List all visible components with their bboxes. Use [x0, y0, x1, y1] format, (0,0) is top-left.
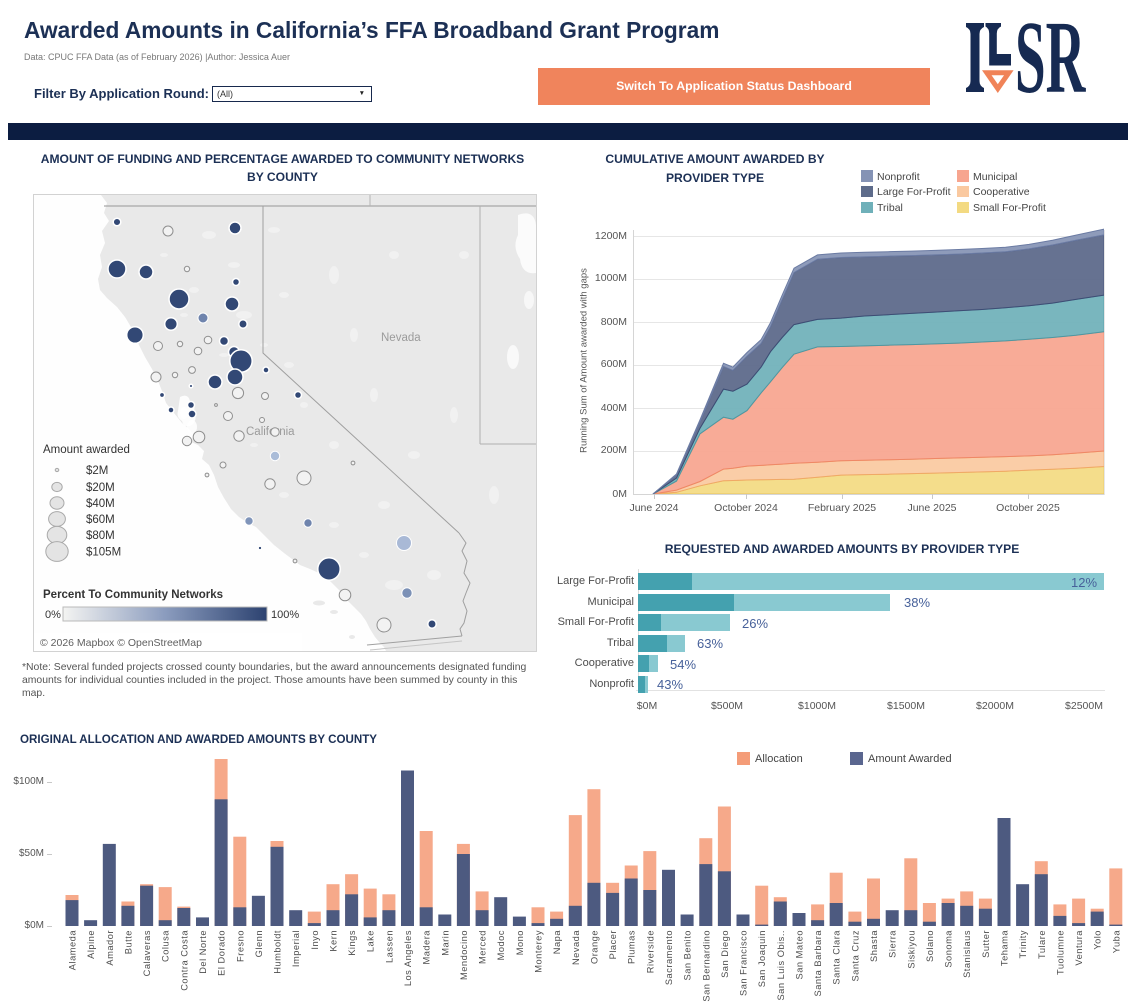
- svg-text:Sutter: Sutter: [981, 930, 991, 958]
- svg-text:Colusa: Colusa: [161, 930, 171, 962]
- svg-text:Ventura: Ventura: [1074, 930, 1084, 966]
- svg-text:El Dorado: El Dorado: [217, 930, 227, 976]
- svg-text:Fresno: Fresno: [235, 930, 245, 962]
- svg-text:Plumas: Plumas: [627, 930, 637, 964]
- svg-text:Amount awarded: Amount awarded: [43, 444, 130, 456]
- svg-text:Orange: Orange: [589, 930, 599, 964]
- svg-text:Los Angeles: Los Angeles: [403, 930, 413, 986]
- svg-text:Nevada: Nevada: [381, 332, 421, 344]
- svg-text:Modoc: Modoc: [496, 930, 506, 960]
- svg-text:Kern: Kern: [329, 930, 339, 952]
- svg-text:Calaveras: Calaveras: [142, 930, 152, 976]
- svg-text:0%: 0%: [45, 609, 61, 621]
- svg-text:Trinity: Trinity: [1018, 930, 1028, 958]
- svg-text:Percent To Community Networks: Percent To Community Networks: [43, 589, 223, 601]
- svg-text:$40M: $40M: [86, 498, 115, 510]
- svg-text:Nevada: Nevada: [571, 930, 581, 965]
- svg-text:Mendocino: Mendocino: [459, 930, 469, 980]
- svg-text:$80M: $80M: [86, 530, 115, 542]
- svg-text:Lassen: Lassen: [384, 930, 394, 963]
- svg-text:Butte: Butte: [123, 930, 133, 954]
- svg-text:$60M: $60M: [86, 514, 115, 526]
- svg-text:Shasta: Shasta: [869, 930, 879, 962]
- svg-text:Del Norte: Del Norte: [198, 930, 208, 974]
- svg-text:Monterey: Monterey: [534, 930, 544, 973]
- svg-text:Placer: Placer: [608, 930, 618, 959]
- svg-text:Contra Costa: Contra Costa: [179, 930, 189, 991]
- svg-text:Santa Barbara: Santa Barbara: [813, 930, 823, 997]
- svg-text:Inyo: Inyo: [310, 930, 320, 950]
- svg-text:Imperial: Imperial: [291, 930, 301, 967]
- svg-text:© 2026 Mapbox © OpenStreetMap: © 2026 Mapbox © OpenStreetMap: [40, 637, 202, 649]
- svg-text:Yolo: Yolo: [1093, 930, 1103, 950]
- svg-text:100%: 100%: [271, 609, 299, 621]
- svg-text:Santa Clara: Santa Clara: [832, 930, 842, 985]
- svg-text:SR: SR: [1015, 1, 1086, 100]
- svg-text:San Joaquin: San Joaquin: [757, 930, 767, 987]
- svg-text:Yuba: Yuba: [1111, 930, 1121, 954]
- svg-text:Merced: Merced: [478, 930, 488, 964]
- svg-text:Riverside: Riverside: [645, 930, 655, 973]
- svg-text:San Francisco: San Francisco: [739, 930, 749, 996]
- svg-text:Amador: Amador: [105, 930, 115, 966]
- svg-text:Alpine: Alpine: [86, 930, 96, 959]
- svg-text:Marin: Marin: [440, 930, 450, 956]
- svg-text:San Luis Obis..: San Luis Obis..: [776, 930, 786, 1001]
- svg-text:San Mateo: San Mateo: [795, 930, 805, 979]
- svg-text:San Benito: San Benito: [683, 930, 693, 981]
- svg-text:Stanislaus: Stanislaus: [962, 930, 972, 978]
- svg-text:San Bernardino: San Bernardino: [701, 930, 711, 1002]
- svg-text:San Diego: San Diego: [720, 930, 730, 978]
- svg-text:$2M: $2M: [86, 465, 108, 477]
- svg-text:$105M: $105M: [86, 547, 121, 559]
- svg-text:Madera: Madera: [422, 930, 432, 965]
- svg-text:Alameda: Alameda: [68, 930, 78, 971]
- svg-text:Mono: Mono: [515, 930, 525, 955]
- svg-text:Sacramento: Sacramento: [664, 930, 674, 985]
- svg-text:Siskiyou: Siskiyou: [906, 930, 916, 969]
- svg-text:Humboldt: Humboldt: [273, 930, 283, 974]
- svg-text:Santa Cruz: Santa Cruz: [850, 930, 860, 982]
- svg-text:Tuolumne: Tuolumne: [1055, 930, 1065, 975]
- svg-text:Sonoma: Sonoma: [944, 930, 954, 968]
- svg-text:$20M: $20M: [86, 482, 115, 494]
- svg-text:Tehama: Tehama: [1000, 930, 1010, 966]
- svg-text:Solano: Solano: [925, 930, 935, 962]
- svg-text:Glenn: Glenn: [254, 930, 264, 957]
- svg-text:Napa: Napa: [552, 930, 562, 955]
- svg-text:Sierra: Sierra: [888, 930, 898, 958]
- svg-text:Lake: Lake: [366, 930, 376, 952]
- svg-text:Tulare: Tulare: [1037, 930, 1047, 959]
- svg-text:Kings: Kings: [347, 930, 357, 956]
